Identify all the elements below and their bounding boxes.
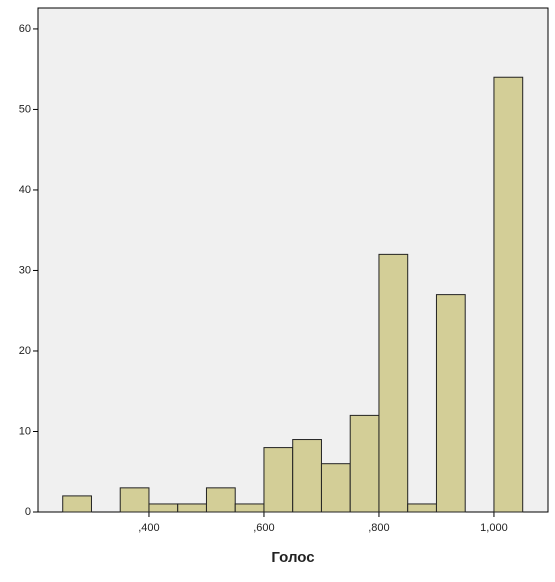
x-tick-label: ,800 bbox=[368, 522, 389, 534]
y-tick-label: 0 bbox=[25, 506, 31, 518]
x-tick-label: ,400 bbox=[138, 522, 159, 534]
bar bbox=[320, 463, 351, 513]
bar bbox=[493, 76, 524, 513]
bar bbox=[177, 503, 207, 513]
bar bbox=[205, 487, 236, 513]
plot-area bbox=[37, 7, 549, 513]
bar bbox=[119, 487, 150, 513]
bar bbox=[435, 294, 466, 513]
bar bbox=[292, 439, 322, 513]
y-tick-label: 60 bbox=[19, 23, 31, 35]
bar bbox=[234, 503, 265, 513]
bar bbox=[148, 503, 179, 513]
x-axis-label: Голос bbox=[271, 549, 314, 566]
y-tick-label: 50 bbox=[19, 103, 31, 115]
bar bbox=[378, 253, 409, 513]
bar bbox=[62, 495, 92, 513]
bar bbox=[407, 503, 437, 513]
y-tick-label: 40 bbox=[19, 184, 31, 196]
bar bbox=[263, 447, 294, 513]
bar bbox=[349, 414, 380, 513]
x-tick-label: 1,000 bbox=[480, 522, 508, 534]
y-tick-label: 20 bbox=[19, 345, 31, 357]
x-tick-label: ,600 bbox=[253, 522, 274, 534]
y-tick-label: 30 bbox=[19, 264, 31, 276]
y-tick-label: 10 bbox=[19, 425, 31, 437]
